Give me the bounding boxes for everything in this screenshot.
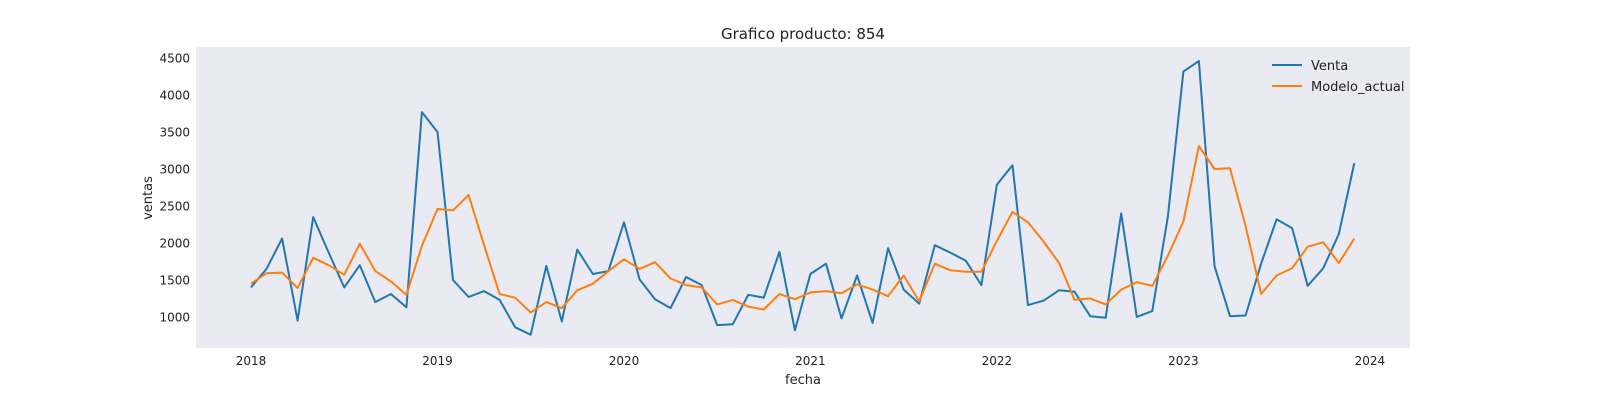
y-tick-label: 1000 [159,310,190,324]
y-tick-label: 2500 [159,200,190,214]
series-line-modelo-actual [250,145,1356,314]
y-tick-label: 1500 [159,274,190,288]
x-tick-label: 2020 [609,354,640,368]
series-layer [250,60,1356,336]
legend-label-modelo-actual: Modelo_actual [1311,80,1405,95]
series-line-venta [250,60,1356,336]
x-tick-label: 2022 [982,354,1013,368]
x-axis: 2018 2019 2020 2021 2022 2023 2024 [236,354,1385,368]
x-tick-label: 2018 [236,354,267,368]
y-tick-label: 4500 [159,52,190,66]
x-tick-label: 2019 [422,354,453,368]
y-tick-label: 3000 [159,163,190,177]
x-tick-label: 2024 [1355,354,1386,368]
y-axis-label: ventas [141,176,156,220]
x-tick-label: 2021 [795,354,826,368]
x-axis-label: fecha [785,373,821,388]
y-tick-label: 3500 [159,126,190,140]
x-tick-label: 2023 [1168,354,1199,368]
y-axis: 1000 1500 2000 2500 3000 3500 4000 4500 [159,52,190,325]
y-tick-label: 4000 [159,89,190,103]
y-tick-label: 2000 [159,237,190,251]
legend: Venta Modelo_actual [1272,59,1405,95]
chart-title: Grafico producto: 854 [721,25,885,43]
legend-label-venta: Venta [1311,59,1348,74]
